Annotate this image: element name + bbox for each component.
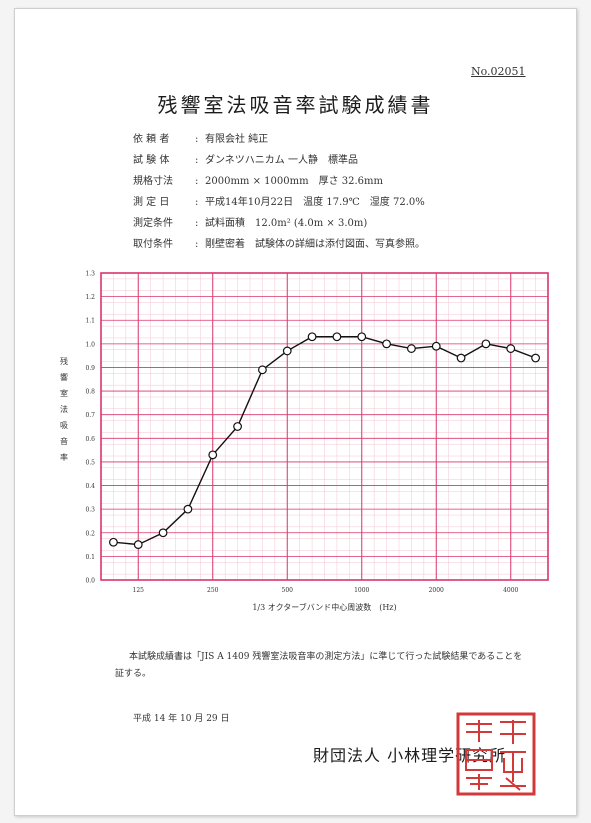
y-tick-label: 1.0	[85, 341, 95, 348]
document-number: No.02051	[471, 65, 526, 78]
y-tick-label: 0.4	[85, 483, 95, 490]
data-point	[307, 332, 317, 342]
info-row: 試 験 体: ダンネツハニカム 一人静 標準品	[133, 150, 425, 171]
y-tick-label: 0.6	[85, 436, 95, 443]
data-point	[133, 540, 143, 549]
y-tick-label: 1.2	[85, 294, 95, 301]
info-value: 剛壁密着 試験体の詳細は添付図面、写真参照。	[205, 239, 425, 250]
absorption-chart: 0.0 0.1 0.2 0.3 0.4 0.5 0.6 0.7 0.8 0.9 1.0 1.1 1.2 1…	[60, 271, 549, 612]
info-row: 測 定 日: 平成14年10月22日 温度 17.9℃ 湿度 72.0%	[133, 192, 425, 213]
y-tick-label: 0.7	[85, 412, 95, 419]
certification-note: 本試験成績書は「JIS A 1409 残響室法吸音率の測定方法」に準じて行った試…	[115, 652, 523, 679]
x-tick-label: 2000	[429, 587, 444, 594]
data-point	[258, 365, 267, 375]
y-tick-label: 0.1	[85, 554, 95, 561]
y-tick-label: 1.1	[85, 318, 95, 325]
data-point	[357, 332, 367, 342]
data-point	[332, 332, 342, 342]
y-tick-label: 0.2	[85, 530, 95, 537]
info-separator: :	[195, 197, 199, 208]
info-label: 測定条件	[133, 218, 173, 229]
document-page: No.02051 残響室法吸音率試験成績書 依 頼 者: 有限会社 純正 試 験 …	[14, 8, 577, 816]
data-point	[183, 504, 193, 514]
info-label: 取付条件	[133, 239, 173, 250]
y-tick-label: 0.9	[85, 365, 95, 372]
info-separator: :	[195, 134, 199, 145]
y-tick-label: 0.0	[85, 578, 95, 585]
y-tick-label: 0.8	[85, 389, 95, 396]
info-value: 試料面積 12.0m² (4.0m × 3.0m)	[205, 218, 368, 229]
data-point	[456, 353, 466, 363]
info-row: 規格寸法:2000mm × 1000mm 厚さ 32.6mm	[133, 171, 425, 192]
test-info-block: 依 頼 者: 有限会社 純正 試 験 体: ダンネツハニカム 一人静 標準品 規格寸…	[133, 129, 425, 255]
info-label: 依 頼 者	[133, 134, 170, 145]
series-line	[113, 336, 536, 546]
info-separator: :	[195, 239, 199, 250]
data-point	[431, 341, 441, 351]
y-tick-label: 1.3	[85, 271, 95, 278]
x-tick-label: 500	[282, 587, 294, 594]
x-tick-label: 4000	[503, 587, 518, 594]
document-title: 残響室法吸音率試験成績書	[157, 93, 434, 117]
info-value: 平成14年10月22日 温度 17.9℃ 湿度 72.0%	[205, 197, 425, 208]
info-row: 測定条件: 試料面積 12.0m² (4.0m × 3.0m)	[133, 213, 425, 234]
data-point	[158, 528, 168, 538]
info-row: 取付条件: 剛壁密着 試験体の詳細は添付図面、写真参照。	[133, 234, 425, 255]
y-axis-label: 残響室法吸音率	[60, 356, 68, 462]
data-point	[109, 537, 118, 547]
info-label: 試 験 体	[133, 155, 170, 166]
data-point	[382, 339, 391, 349]
x-tick-label: 125	[133, 587, 145, 594]
info-value: ダンネツハニカム 一人静 標準品	[205, 155, 358, 166]
x-tick-label: 1000	[354, 587, 369, 594]
info-value: 有限会社 純正	[205, 134, 269, 145]
data-point	[481, 339, 491, 349]
info-label: 測 定 日	[133, 197, 170, 208]
x-axis-label: 1/3 オクターブバンド中心周波数 (Hz)	[252, 602, 396, 612]
x-tick-label: 250	[207, 587, 219, 594]
data-point	[282, 346, 292, 356]
y-tick-label: 0.3	[85, 507, 95, 514]
info-separator: :	[195, 176, 199, 187]
info-row: 依 頼 者: 有限会社 純正	[133, 129, 425, 150]
issue-date: 平成 14 年 10 月 29 日	[133, 714, 230, 724]
data-point	[531, 353, 540, 363]
y-tick-label: 0.5	[85, 459, 95, 466]
info-separator: :	[195, 218, 199, 229]
data-point	[233, 422, 242, 431]
data-point	[407, 344, 416, 353]
info-label: 規格寸法	[133, 176, 173, 187]
info-separator: :	[195, 155, 199, 166]
plot-frame	[100, 272, 549, 581]
data-point	[506, 344, 516, 353]
info-value: 2000mm × 1000mm 厚さ 32.6mm	[205, 176, 383, 187]
official-seal-stamp	[456, 712, 536, 796]
data-point	[208, 450, 218, 460]
